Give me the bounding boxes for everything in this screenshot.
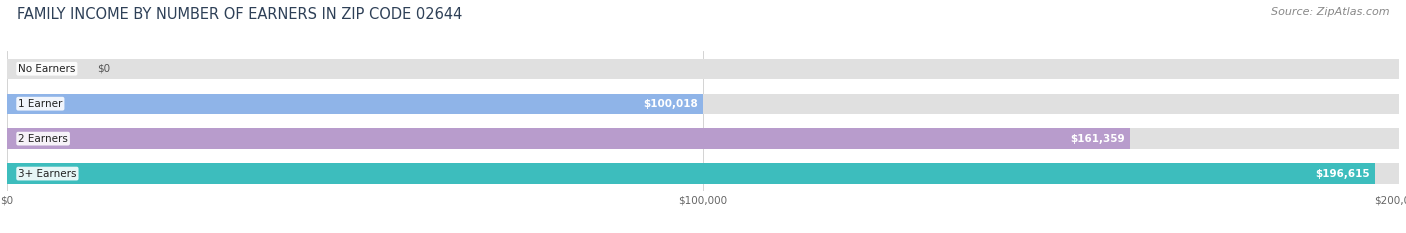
Text: $161,359: $161,359 — [1070, 134, 1125, 144]
Text: 3+ Earners: 3+ Earners — [18, 169, 77, 178]
Text: Source: ZipAtlas.com: Source: ZipAtlas.com — [1271, 7, 1389, 17]
Text: 2 Earners: 2 Earners — [18, 134, 67, 144]
Text: 1 Earner: 1 Earner — [18, 99, 62, 109]
Bar — [7, 59, 1399, 79]
Text: $100,018: $100,018 — [643, 99, 697, 109]
Text: $196,615: $196,615 — [1315, 169, 1369, 178]
Bar — [7, 93, 703, 114]
Bar — [7, 129, 1130, 149]
Text: No Earners: No Earners — [18, 64, 76, 74]
Bar — [7, 164, 1375, 184]
Bar — [7, 93, 1399, 114]
Bar — [7, 164, 1399, 184]
Text: $0: $0 — [97, 64, 111, 74]
Text: FAMILY INCOME BY NUMBER OF EARNERS IN ZIP CODE 02644: FAMILY INCOME BY NUMBER OF EARNERS IN ZI… — [17, 7, 463, 22]
Bar — [7, 129, 1399, 149]
